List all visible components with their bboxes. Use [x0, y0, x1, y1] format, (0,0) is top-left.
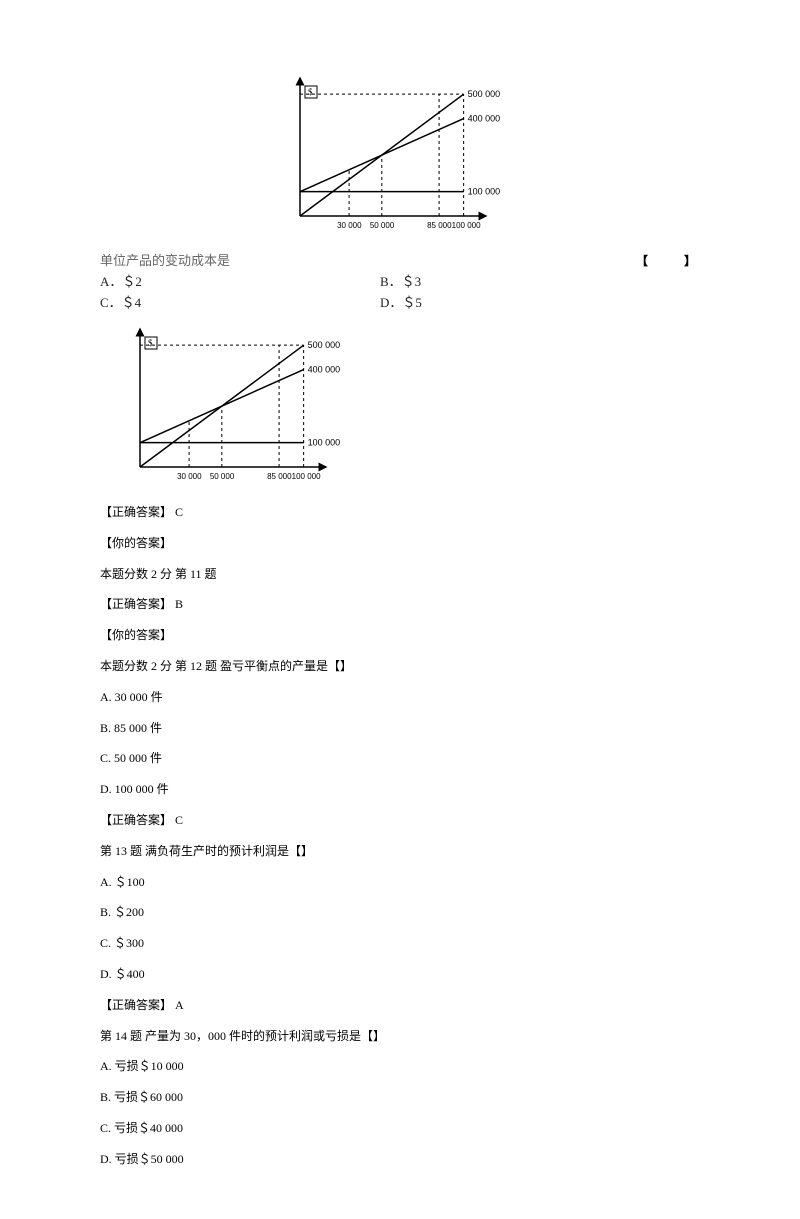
svg-text:$: $: [308, 87, 313, 97]
q12-option-a: A. 30 000 件: [100, 686, 700, 709]
q10-options-row2: C．＄4 D．＄5: [100, 292, 700, 311]
q10-option-c: C．＄4: [100, 292, 380, 311]
svg-text:30 000: 30 000: [337, 221, 362, 230]
q11-answer-value: B: [172, 597, 183, 611]
q12-option-d: D. 100 000 件: [100, 778, 700, 801]
q10-your-answer: 【你的答案】: [100, 532, 700, 555]
q10-stem: 单位产品的变动成本是: [100, 250, 636, 269]
q10-bracket: 【 】: [636, 252, 700, 269]
correct-answer-label: 【正确答案】: [100, 998, 172, 1012]
correct-answer-label: 【正确答案】: [100, 813, 172, 827]
q12-correct-answer: 【正确答案】 C: [100, 809, 700, 832]
q14-option-c: C. 亏损＄40 000: [100, 1117, 700, 1140]
svg-text:100 000: 100 000: [308, 438, 341, 448]
q10-option-d: D．＄5: [380, 292, 660, 311]
document-page: $100 000 400 000 500 000 30 000 50 000 85 000…: [0, 0, 800, 1219]
q14-option-a: A. 亏损＄10 000: [100, 1055, 700, 1078]
correct-answer-label: 【正确答案】: [100, 597, 172, 611]
svg-text:100 000: 100 000: [452, 221, 481, 230]
svg-text:400 000: 400 000: [308, 365, 341, 375]
svg-text:500 000: 500 000: [468, 89, 501, 99]
svg-text:85 000: 85 000: [427, 221, 452, 230]
q10-stem-row: 单位产品的变动成本是 【 】: [100, 250, 700, 269]
q12-option-b: B. 85 000 件: [100, 717, 700, 740]
q11-header: 本题分数 2 分 第 11 题: [100, 563, 700, 586]
chart-svg-bottom: $100 000 400 000 500 000 30 000 50 000 85 000…: [110, 321, 370, 491]
q11-correct-answer: 【正确答案】 B: [100, 593, 700, 616]
q10-correct-answer: 【正确答案】 C: [100, 501, 700, 524]
svg-text:500 000: 500 000: [308, 340, 341, 350]
q13-option-b: B. ＄200: [100, 901, 700, 924]
svg-text:30 000: 30 000: [177, 472, 202, 481]
q13-correct-answer: 【正确答案】 A: [100, 994, 700, 1017]
q14-header: 第 14 题 产量为 30，000 件时的预计利润或亏损是【】: [100, 1025, 700, 1048]
q10-option-b: B．＄3: [380, 271, 660, 290]
svg-text:400 000: 400 000: [468, 114, 501, 124]
svg-text:85 000: 85 000: [267, 472, 292, 481]
q10-answer-value: C: [172, 505, 183, 519]
q11-your-answer: 【你的答案】: [100, 624, 700, 647]
q13-option-a: A. ＄100: [100, 871, 700, 894]
q13-answer-value: A: [172, 998, 184, 1012]
q12-answer-value: C: [172, 813, 183, 827]
chart-svg-top: $100 000 400 000 500 000 30 000 50 000 85 000…: [270, 70, 530, 240]
q10-option-a: A．＄2: [100, 271, 380, 290]
q14-option-b: B. 亏损＄60 000: [100, 1086, 700, 1109]
svg-text:100 000: 100 000: [468, 187, 501, 197]
svg-text:100 000: 100 000: [292, 472, 321, 481]
svg-text:50 000: 50 000: [370, 221, 395, 230]
q12-header: 本题分数 2 分 第 12 题 盈亏平衡点的产量是【】: [100, 655, 700, 678]
q14-option-d: D. 亏损＄50 000: [100, 1148, 700, 1171]
q13-option-c: C. ＄300: [100, 932, 700, 955]
breakeven-chart-top: $100 000 400 000 500 000 30 000 50 000 85 000…: [270, 70, 700, 240]
q10-options-row1: A．＄2 B．＄3: [100, 271, 700, 290]
correct-answer-label: 【正确答案】: [100, 505, 172, 519]
svg-text:$: $: [148, 338, 153, 348]
q12-option-c: C. 50 000 件: [100, 747, 700, 770]
svg-text:50 000: 50 000: [210, 472, 235, 481]
q13-option-d: D. ＄400: [100, 963, 700, 986]
q13-header: 第 13 题 满负荷生产时的预计利润是【】: [100, 840, 700, 863]
breakeven-chart-bottom: $100 000 400 000 500 000 30 000 50 000 85 000…: [110, 321, 700, 491]
